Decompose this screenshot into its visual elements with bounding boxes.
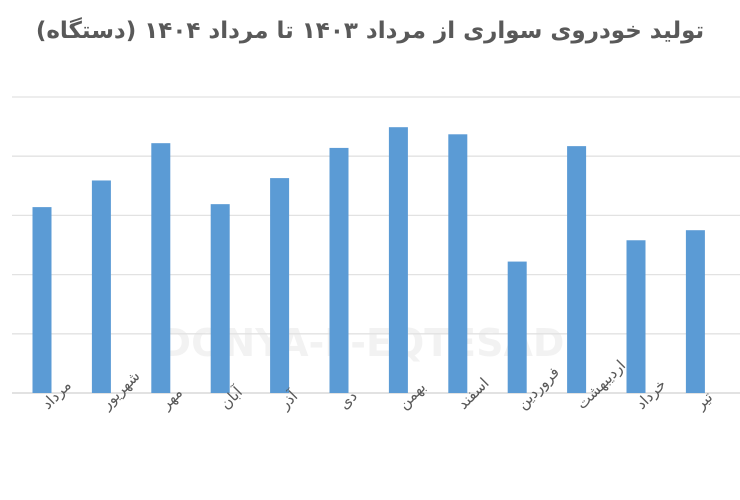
chart-title: تولید خودروی سواری از مرداد ۱۴۰۳ تا مردا… [35, 18, 705, 44]
bar [388, 127, 408, 393]
bar [448, 134, 468, 393]
bar [329, 147, 349, 393]
bar [507, 261, 527, 393]
bar [567, 146, 587, 393]
bar [685, 230, 705, 393]
bar [151, 143, 171, 393]
bar [270, 178, 290, 393]
bar [91, 180, 111, 393]
bar [210, 204, 230, 393]
bar [626, 240, 646, 393]
bar [32, 207, 52, 393]
